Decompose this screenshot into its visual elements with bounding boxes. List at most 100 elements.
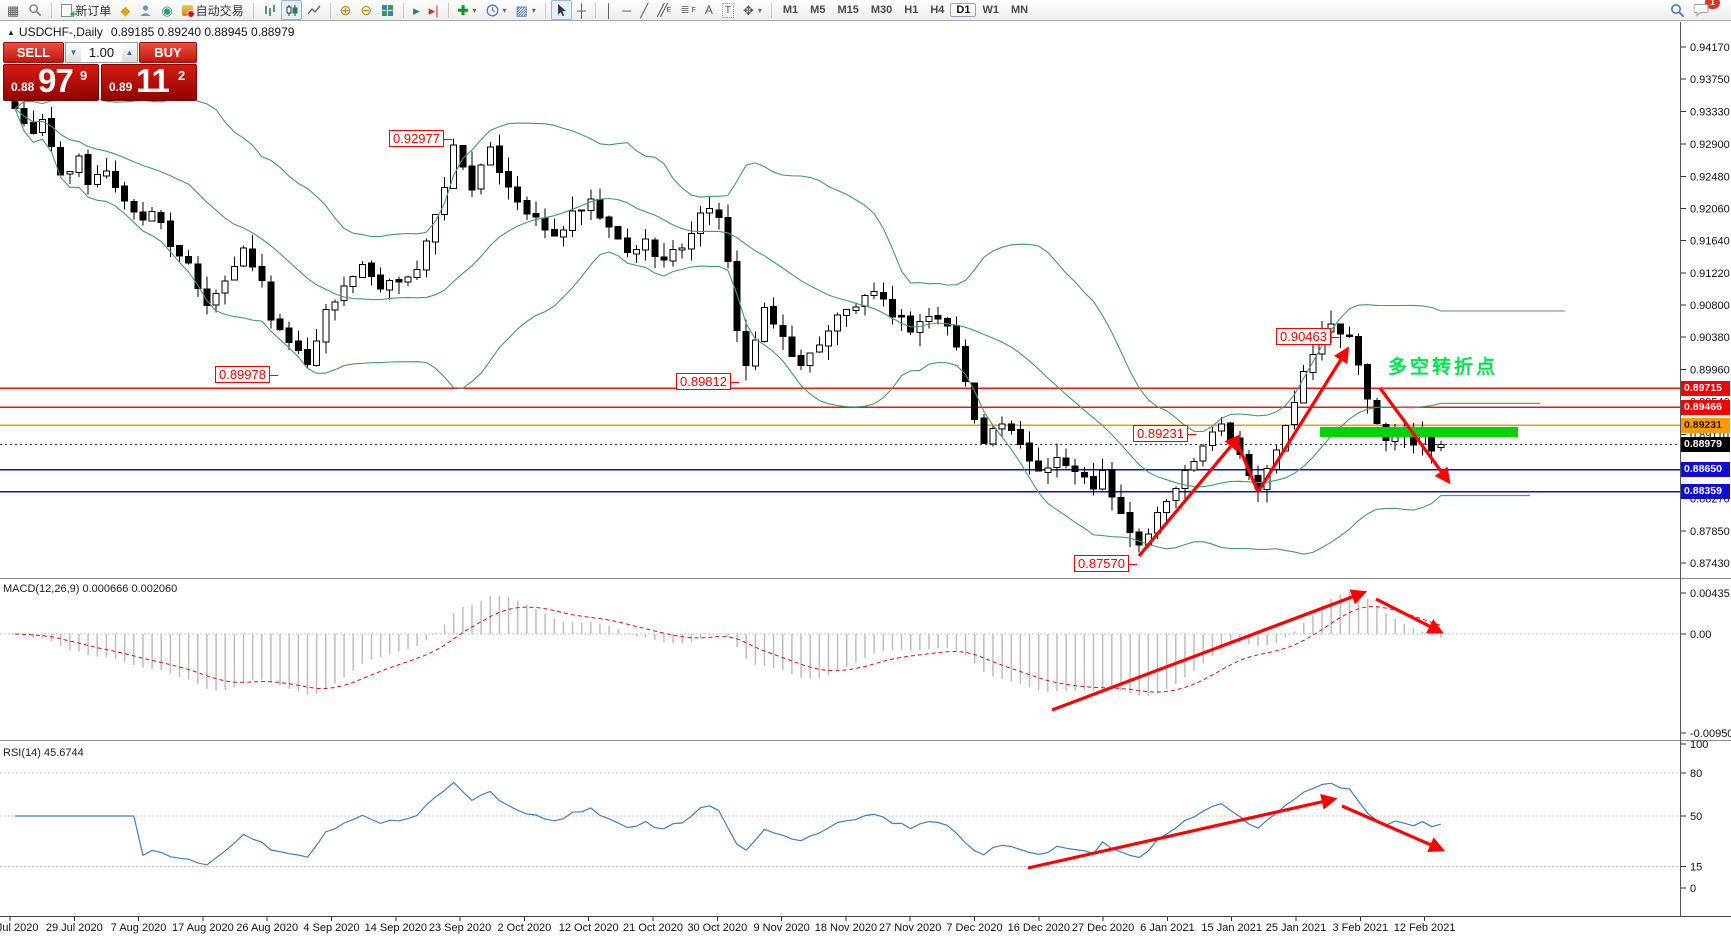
bid-quote[interactable]: 0.88 97 9 [3, 64, 99, 101]
svg-text:0.92480: 0.92480 [1690, 171, 1730, 183]
chat-bubble-icon [1694, 4, 1709, 17]
timeframe-D1[interactable]: D1 [950, 3, 977, 17]
one-click-trading-panel: SELL ▼ ▲ BUY 0.88 97 9 0.89 11 2 [3, 42, 197, 101]
ask-big-digits: 11 [136, 64, 170, 99]
svg-text:7 Aug 2020: 7 Aug 2020 [111, 922, 167, 934]
toolbar-separator [544, 2, 546, 18]
ohlc-values: 0.89185 0.89240 0.88945 0.88979 [110, 25, 295, 39]
buy-button[interactable]: BUY [139, 42, 197, 63]
horizontal-line-button[interactable]: ─ [622, 2, 632, 18]
svg-text:0.00: 0.00 [1690, 629, 1711, 641]
svg-text:0.89960: 0.89960 [1690, 364, 1730, 376]
svg-text:0.90380: 0.90380 [1690, 332, 1730, 344]
timeframe-M5[interactable]: M5 [810, 4, 826, 16]
trendline-button[interactable]: ╱ [640, 2, 649, 18]
auto-scroll-icon[interactable]: ▸ [413, 2, 420, 18]
svg-text:2 Oct 2020: 2 Oct 2020 [497, 922, 551, 934]
search-icon[interactable] [1666, 0, 1689, 20]
chevron-down-icon: ▾ [502, 5, 507, 15]
timeframe-H1[interactable]: H1 [904, 4, 919, 16]
magnifier-icon [29, 4, 42, 17]
new-order-button[interactable]: + 新订单 [57, 0, 115, 20]
candlestick-chart-icon[interactable] [280, 0, 302, 20]
svg-text:0.92900: 0.92900 [1690, 139, 1730, 151]
svg-text:27 Nov 2020: 27 Nov 2020 [879, 922, 941, 934]
channel-button[interactable]: ╱╱ E [657, 3, 672, 17]
chart-shift-icon[interactable]: ▸| [428, 2, 439, 18]
chart-window-icon[interactable]: ▦ [7, 2, 20, 18]
crosshair-button[interactable]: ┼ [576, 2, 587, 18]
chevron-down-icon: ▾ [757, 5, 762, 15]
notification-badge: 1 [1705, 0, 1720, 9]
timeframe-M1[interactable]: M1 [782, 4, 799, 16]
toolbar-separator [447, 2, 449, 18]
periods-button[interactable]: ▾ [482, 0, 511, 20]
horizontal-level-lines [0, 387, 1680, 493]
volume-input[interactable] [81, 43, 122, 62]
community-icon[interactable] [135, 0, 156, 20]
text-button[interactable]: A [704, 2, 713, 17]
highlight-zone [1320, 427, 1518, 437]
cursor-button[interactable] [550, 0, 572, 20]
sell-button[interactable]: SELL [3, 42, 64, 63]
svg-text:0.93330: 0.93330 [1690, 106, 1730, 118]
svg-text:25 Jan 2021: 25 Jan 2021 [1266, 922, 1327, 934]
timeframe-W1[interactable]: W1 [982, 4, 999, 16]
ask-quote[interactable]: 0.89 11 2 [101, 64, 197, 101]
macd-pane [0, 592, 1680, 697]
person-icon [140, 4, 151, 16]
notifications-icon[interactable]: 1 [1690, 0, 1720, 20]
toolbar-separator [329, 2, 331, 18]
svg-text:26 Aug 2020: 26 Aug 2020 [236, 922, 298, 934]
timeframe-MN[interactable]: MN [1010, 4, 1029, 16]
svg-text:0: 0 [1690, 883, 1696, 895]
templates-button[interactable]: ▨ ▾ [515, 2, 536, 18]
svg-text:3 Feb 2021: 3 Feb 2021 [1332, 922, 1388, 934]
date-axis: 20 Jul 2020 29 Jul 2020 7 Aug 2020 17 Aug 2… [0, 917, 1455, 934]
svg-text:15 Jan 2021: 15 Jan 2021 [1201, 922, 1262, 934]
svg-text:0.91220: 0.91220 [1690, 268, 1730, 280]
svg-text:20 Jul 2020: 20 Jul 2020 [0, 922, 38, 934]
svg-text:0.89110: 0.89110 [1690, 429, 1729, 441]
svg-text:100: 100 [1690, 739, 1708, 751]
svg-text:9 Nov 2020: 9 Nov 2020 [753, 922, 809, 934]
timeframe-M15[interactable]: M15 [837, 4, 859, 16]
zoom-out-icon[interactable]: ⊖ [360, 1, 373, 18]
signals-icon[interactable]: ◉ [161, 2, 173, 18]
chart-title: ▲ USDCHF-,Daily 0.89185 0.89240 0.88945 0.… [7, 25, 294, 39]
price-trend-arrows [1137, 346, 1451, 558]
svg-text:0.91640: 0.91640 [1690, 236, 1730, 248]
svg-text:50: 50 [1690, 811, 1702, 823]
svg-text:12 Oct 2020: 12 Oct 2020 [559, 922, 619, 934]
fibonacci-button[interactable]: ≣ F [680, 3, 696, 16]
autotrading-button[interactable]: 自动交易 [178, 0, 248, 20]
macd-signal-line [14, 606, 1442, 693]
rsi-line [15, 781, 1441, 866]
gold-icon[interactable]: ◆ [120, 2, 131, 18]
svg-text:0.87850: 0.87850 [1690, 526, 1730, 538]
shapes-button[interactable]: ✥ ▾ [742, 2, 762, 18]
tile-windows-icon[interactable] [377, 0, 398, 20]
autotrading-icon [181, 4, 195, 18]
pane-separators [0, 22, 1731, 917]
zoom-in-icon[interactable]: ⊕ [339, 1, 352, 18]
timeframe-H4[interactable]: H4 [930, 4, 945, 16]
svg-text:0.88270: 0.88270 [1690, 494, 1730, 506]
vertical-line-button[interactable]: │ [605, 2, 614, 18]
text-label-button[interactable]: T [718, 0, 738, 20]
bar-chart-icon[interactable] [259, 0, 280, 20]
svg-text:-0.009504: -0.009504 [1690, 728, 1731, 740]
svg-text:0.89540: 0.89540 [1690, 396, 1730, 408]
svg-text:12 Feb 2021: 12 Feb 2021 [1394, 922, 1456, 934]
line-chart-icon[interactable] [303, 0, 325, 20]
volume-increase-button[interactable]: ▲ [122, 43, 137, 62]
ask-prefix: 0.89 [109, 80, 133, 94]
price-axis: 0.94170 0.93750 0.93330 0.92900 0.92480 0.920… [1681, 42, 1731, 895]
one-click-toggle-icon[interactable]: ▲ [7, 28, 15, 37]
rsi-pane [0, 772, 1680, 867]
volume-decrease-button[interactable]: ▼ [66, 43, 81, 62]
timeframe-M30[interactable]: M30 [870, 4, 893, 16]
zoom-window-icon[interactable] [24, 0, 46, 20]
indicators-button[interactable]: ✚ ▾ [457, 2, 477, 18]
toolbar-separator [51, 2, 53, 18]
